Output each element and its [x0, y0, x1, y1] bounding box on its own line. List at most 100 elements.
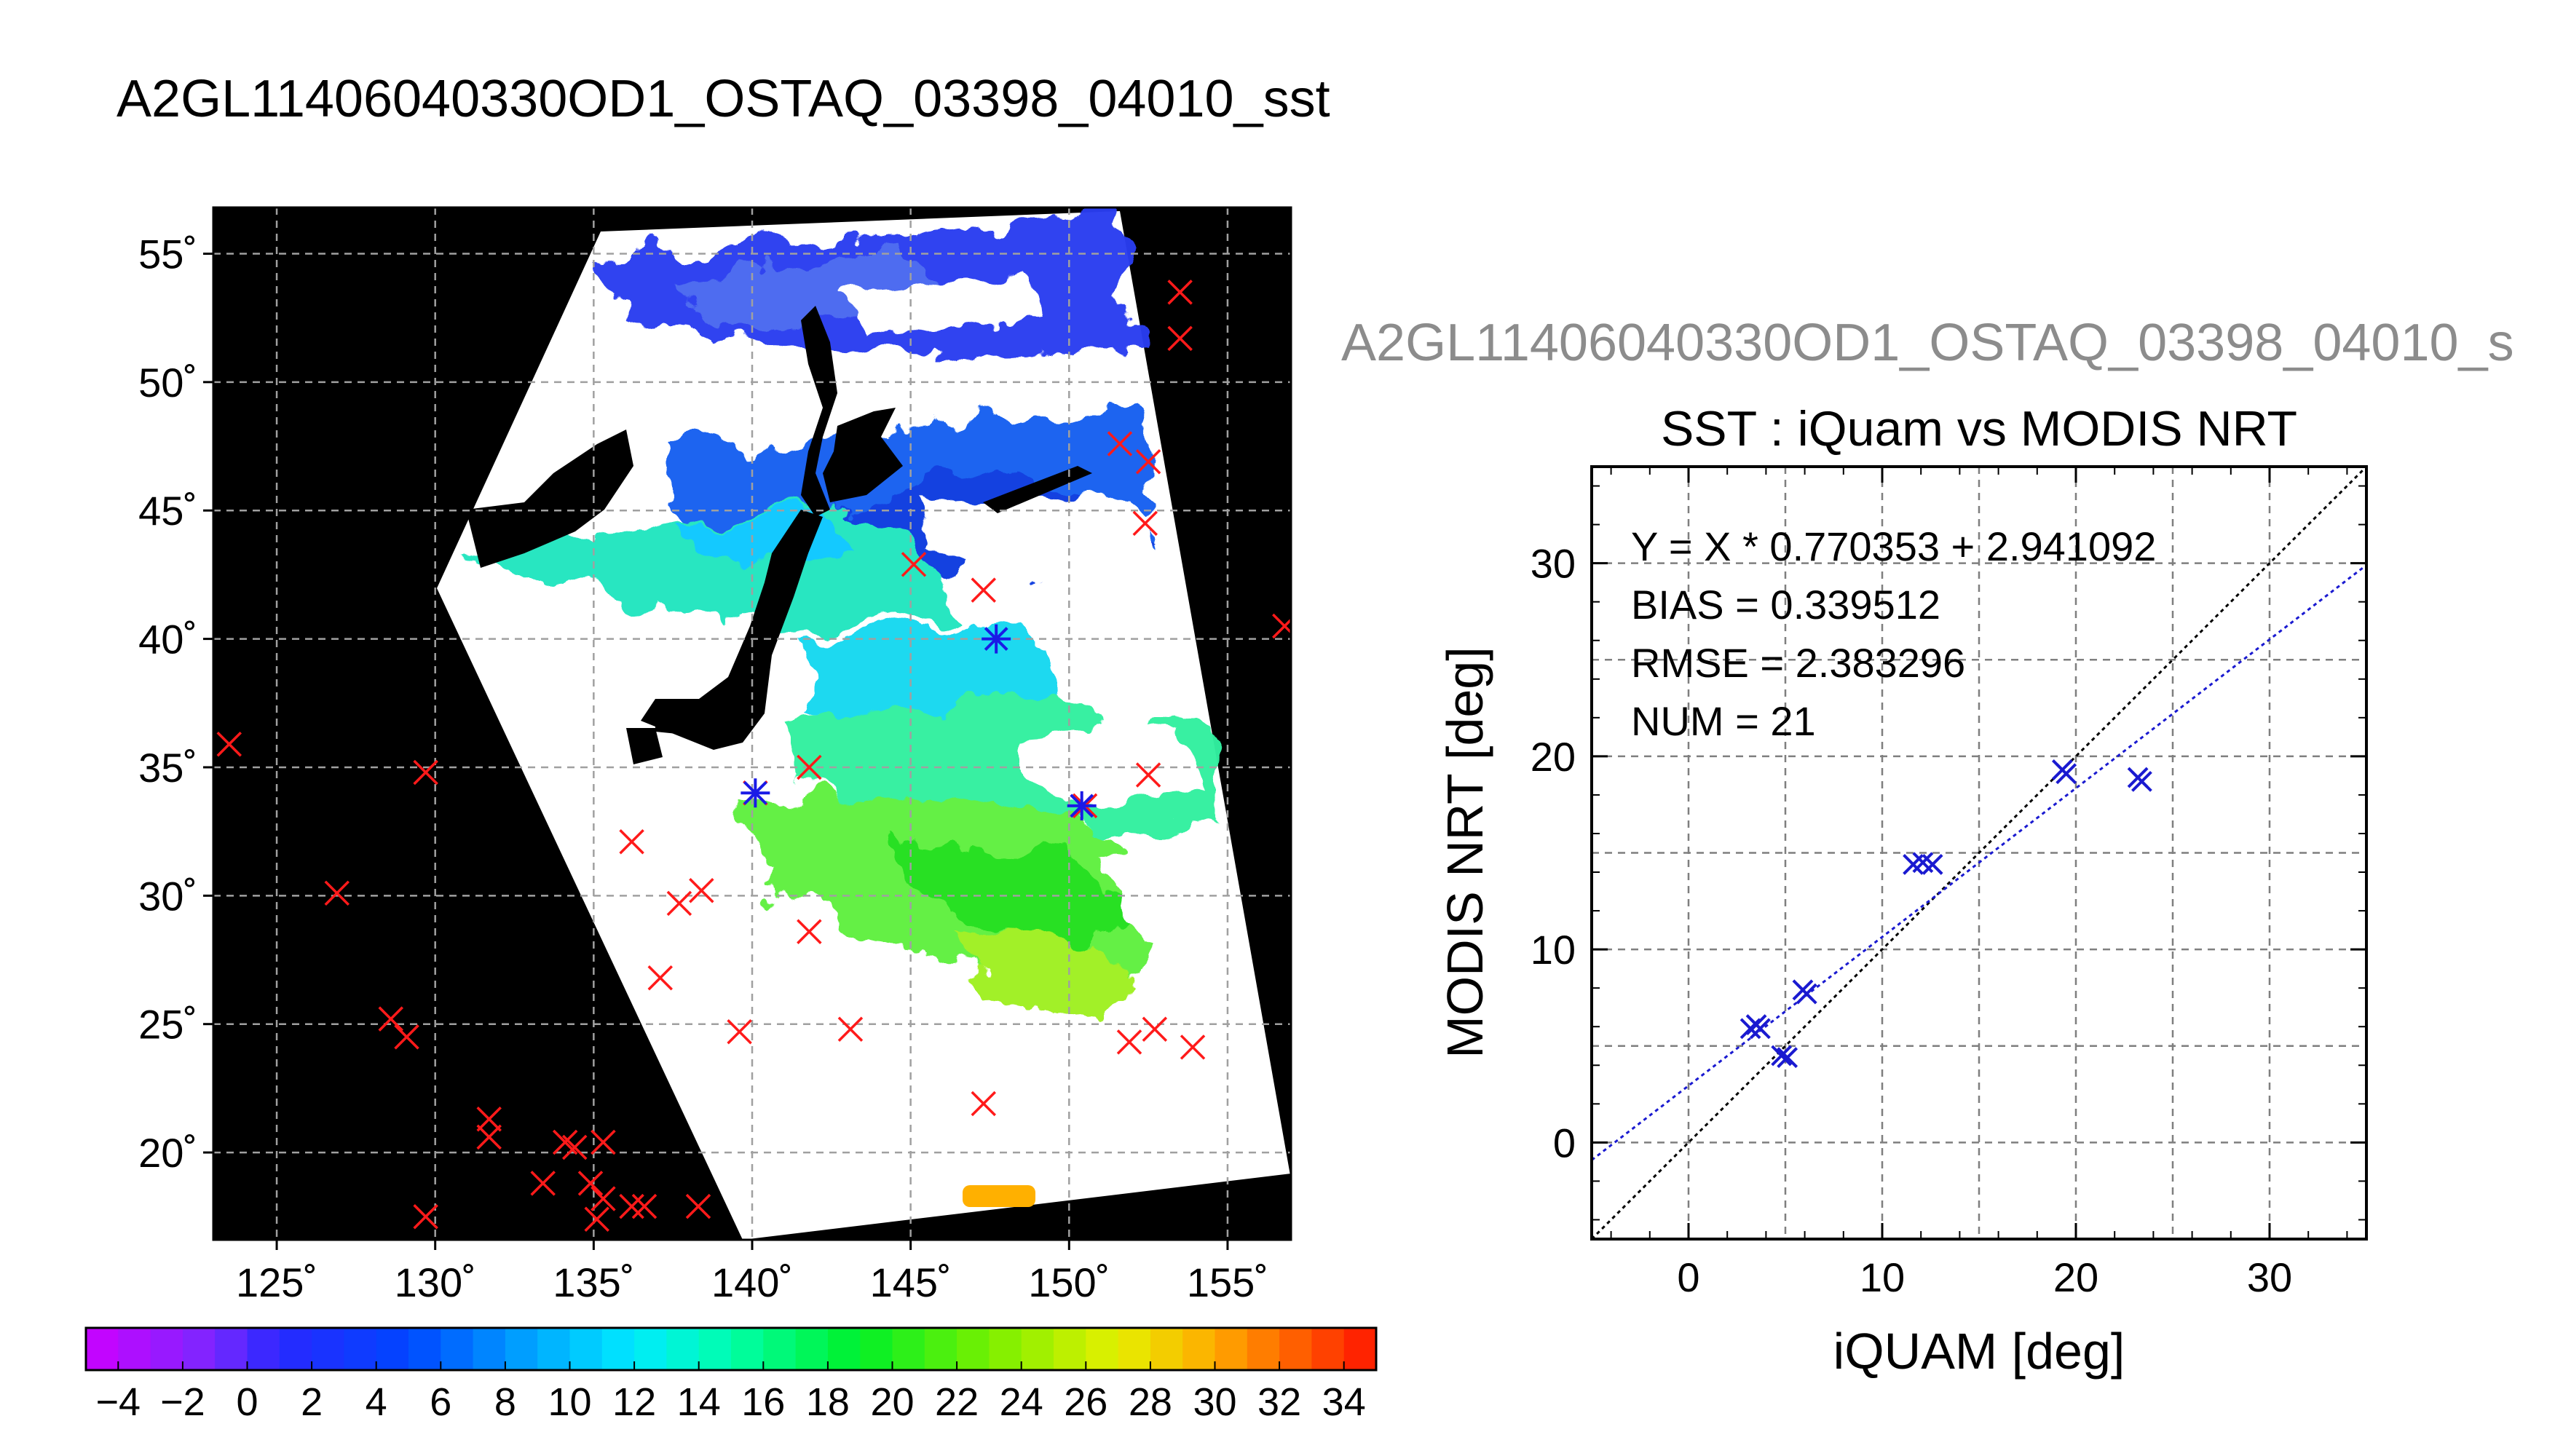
- page-title: A2GL11406040330OD1_OSTAQ_03398_04010_sst: [117, 70, 1330, 128]
- matchup-marker-red: [797, 919, 822, 944]
- colorbar-cell: [505, 1328, 538, 1370]
- x-tick-label: 30: [2247, 1254, 2292, 1300]
- scatter-point: [2131, 770, 2152, 792]
- colorbar-cell: [1150, 1328, 1183, 1370]
- colorbar-cell: [569, 1328, 603, 1370]
- matchup-marker-red: [216, 731, 242, 757]
- x-tick-label: 10: [1860, 1254, 1905, 1300]
- matchup-marker-red: [591, 1186, 616, 1211]
- colorbar-cell: [1086, 1328, 1119, 1370]
- colorbar-cell: [827, 1328, 861, 1370]
- colorbar-tick-label: 6: [430, 1380, 451, 1424]
- colorbar-cell: [957, 1328, 990, 1370]
- lat-tick-label: 45˚: [138, 488, 197, 534]
- colorbar-cell: [1182, 1328, 1215, 1370]
- scatter-frame: [1590, 465, 2368, 1241]
- colorbar-tick-label: 4: [366, 1380, 387, 1424]
- scatter-point: [1750, 1018, 1771, 1040]
- colorbar-tick-label: 2: [301, 1380, 323, 1424]
- scatter-point: [1777, 1047, 1798, 1069]
- colorbar-cell: [215, 1328, 248, 1370]
- colorbar-cell: [1279, 1328, 1312, 1370]
- matchup-marker-red: [413, 1204, 438, 1230]
- colorbar-cell: [763, 1328, 797, 1370]
- matchup-marker-red: [1135, 448, 1161, 475]
- matchup-marker-red: [1167, 325, 1193, 352]
- matchup-marker-blue: [1067, 791, 1097, 820]
- lat-tick-label: 35˚: [138, 745, 197, 791]
- map-graticule: [213, 207, 1291, 1240]
- matchup-marker-red: [591, 1129, 616, 1155]
- colorbar-tick-label: 16: [741, 1380, 785, 1424]
- lon-tick-label: 155˚: [1187, 1259, 1268, 1305]
- colorbar-cell: [1343, 1328, 1377, 1370]
- colorbar-cell: [408, 1328, 441, 1370]
- colorbar-tick-label: 20: [870, 1380, 914, 1424]
- scatter-title: SST : iQuam vs MODIS NRT: [1661, 401, 2297, 456]
- matchup-markers-blue: [741, 624, 1097, 820]
- colorbar-cell: [1054, 1328, 1086, 1370]
- colorbar-tick-labels: −4 −2 0 2 4 6 8 10 12 14 16 18 20 22 24 26 28 30 32 34: [96, 1361, 1366, 1424]
- lat-tick-label: 50˚: [138, 360, 197, 405]
- colorbar-cell: [892, 1328, 925, 1370]
- matchup-marker-red: [619, 829, 644, 855]
- stats-block: Y = X * 0.770353 + 2.941092 BIAS = 0.339…: [1631, 523, 2156, 744]
- matchup-marker-red: [1116, 1029, 1142, 1055]
- colorbar-frame: [84, 1326, 1378, 1372]
- colorbar-tick-label: 12: [612, 1380, 656, 1424]
- x-tick-label: 0: [1677, 1254, 1699, 1300]
- matchup-marker-red: [1132, 510, 1158, 537]
- scatter-point: [1922, 854, 1943, 875]
- lat-tick-label: 20˚: [138, 1130, 197, 1176]
- lat-tick-label: 55˚: [138, 231, 197, 277]
- colorbar-cell: [118, 1328, 151, 1370]
- colorbar-cell: [441, 1328, 474, 1370]
- lat-tick-label: 25˚: [138, 1002, 197, 1048]
- colorbar-tick-label: −4: [96, 1380, 141, 1424]
- colorbar-cell: [924, 1328, 957, 1370]
- matchup-marker-blue: [741, 778, 770, 808]
- matchup-marker-red: [666, 890, 692, 917]
- matchup-marker-red: [689, 878, 714, 903]
- lon-tick-label: 135˚: [553, 1259, 634, 1305]
- colorbar-cell: [1215, 1328, 1248, 1370]
- matchup-marker-red: [901, 552, 927, 577]
- colorbar-cell: [86, 1328, 119, 1370]
- stat-bias: BIAS = 0.339512: [1631, 582, 1940, 628]
- y-axis-label: MODIS NRT [deg]: [1437, 646, 1493, 1058]
- x-tick-label: 20: [2053, 1254, 2098, 1300]
- matchup-marker-red: [837, 1016, 864, 1042]
- colorbar-cell: [344, 1328, 377, 1370]
- matchup-marker-red: [619, 1193, 644, 1219]
- colorbar-cell: [698, 1328, 732, 1370]
- lon-tick-label: 125˚: [236, 1259, 317, 1305]
- matchup-marker-red: [378, 1006, 404, 1032]
- y-tick-label: 20: [1531, 734, 1576, 780]
- matchup-marker-red: [476, 1106, 502, 1132]
- scatter-point: [1771, 1045, 1793, 1067]
- colorbar-cell: [247, 1328, 280, 1370]
- colorbar-cell: [634, 1328, 667, 1370]
- matchup-marker-blue: [982, 624, 1011, 654]
- matchup-marker-red: [727, 1019, 752, 1045]
- stat-rmse: RMSE = 2.383296: [1631, 640, 1965, 686]
- colorbar-tick-label: 18: [806, 1380, 850, 1424]
- matchup-marker-red: [685, 1193, 711, 1219]
- matchup-marker-red: [631, 1193, 657, 1219]
- colorbar-tick-label: 28: [1129, 1380, 1172, 1424]
- lon-tick-label: 145˚: [870, 1259, 952, 1305]
- colorbar-tick-label: 30: [1193, 1380, 1236, 1424]
- colorbar-tick-label: 10: [548, 1380, 591, 1424]
- scatter-point: [1796, 983, 1817, 1005]
- colorbar-tick-label: 34: [1322, 1380, 1366, 1424]
- lon-tick-label: 140˚: [711, 1259, 793, 1305]
- colorbar-cell: [731, 1328, 764, 1370]
- colorbar-cell: [666, 1328, 700, 1370]
- colorbar-cell: [1021, 1328, 1054, 1370]
- matchup-marker-red: [413, 759, 438, 786]
- scatter-ticks: 0 0 10 10 20 20 30 30: [1531, 467, 2366, 1300]
- scatter-point: [2056, 763, 2077, 785]
- colorbar-tick-label: 22: [935, 1380, 979, 1424]
- matchup-marker-red: [1167, 280, 1193, 305]
- sst-map-panel: 125˚ 130˚ 135˚ 140˚ 145˚ 150˚ 155˚ 55˚ 50˚ 45˚ 40˚…: [138, 206, 1292, 1305]
